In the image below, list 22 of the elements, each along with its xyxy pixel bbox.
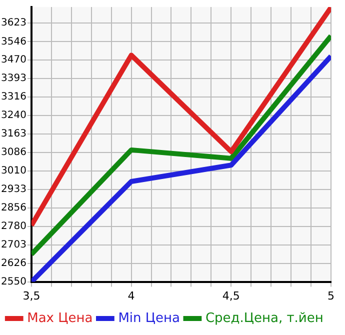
legend-label: Min Цена bbox=[118, 310, 180, 326]
x-tick-label: 4,5 bbox=[222, 289, 240, 302]
y-tick-label: 3470 bbox=[0, 54, 26, 66]
y-tick-label: 3086 bbox=[0, 147, 26, 158]
y-tick-label: 3240 bbox=[0, 110, 26, 122]
x-tick-label: 5 bbox=[328, 289, 334, 302]
y-tick-label: 2856 bbox=[0, 202, 26, 214]
x-tick-label: 4 bbox=[128, 289, 135, 302]
y-tick-label: 2550 bbox=[0, 276, 26, 288]
y-tick-label: 2703 bbox=[0, 240, 26, 251]
y-tick-label: 3623 bbox=[0, 18, 26, 29]
y-tick-label: 3010 bbox=[0, 166, 26, 177]
x-tick-label: 3,5 bbox=[22, 289, 40, 302]
y-tick-label: 3163 bbox=[0, 128, 26, 140]
y-tick-label: 3393 bbox=[0, 73, 26, 84]
legend-label: Max Цена bbox=[27, 310, 93, 326]
y-tick-label: 2933 bbox=[0, 184, 26, 196]
y-tick-label: 3546 bbox=[0, 36, 26, 48]
legend-label: Сред.Цена, т.йен bbox=[205, 310, 324, 326]
y-tick-label: 3316 bbox=[0, 92, 26, 103]
y-tick-label: 2626 bbox=[0, 258, 26, 270]
y-tick-label: 2780 bbox=[0, 220, 26, 232]
